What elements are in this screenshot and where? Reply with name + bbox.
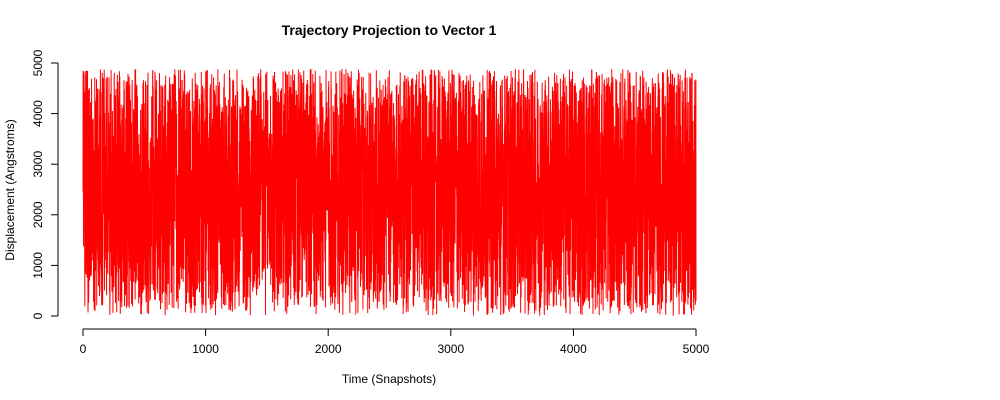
chart-title: Trajectory Projection to Vector 1 (282, 22, 497, 38)
y-ticks: 0 1000 2000 3000 4000 5000 (31, 49, 58, 319)
x-tick-label: 4000 (560, 342, 587, 356)
y-tick-label: 3000 (31, 151, 45, 178)
y-axis-label: Displacement (Angstroms) (3, 119, 17, 260)
y-tick-label: 1000 (31, 252, 45, 279)
x-tick-label: 5000 (683, 342, 710, 356)
x-ticks: 0 1000 2000 3000 4000 5000 (80, 329, 710, 356)
x-tick-label: 1000 (192, 342, 219, 356)
x-axis-label: Time (Snapshots) (342, 372, 436, 386)
y-tick-label: 0 (31, 312, 45, 319)
plot-area (82, 69, 697, 316)
y-tick-label: 2000 (31, 201, 45, 228)
y-tick-label: 4000 (31, 100, 45, 127)
x-tick-label: 2000 (315, 342, 342, 356)
y-tick-label: 5000 (31, 49, 45, 76)
x-tick-label: 0 (80, 342, 87, 356)
series-line (82, 69, 697, 316)
x-tick-label: 3000 (437, 342, 464, 356)
